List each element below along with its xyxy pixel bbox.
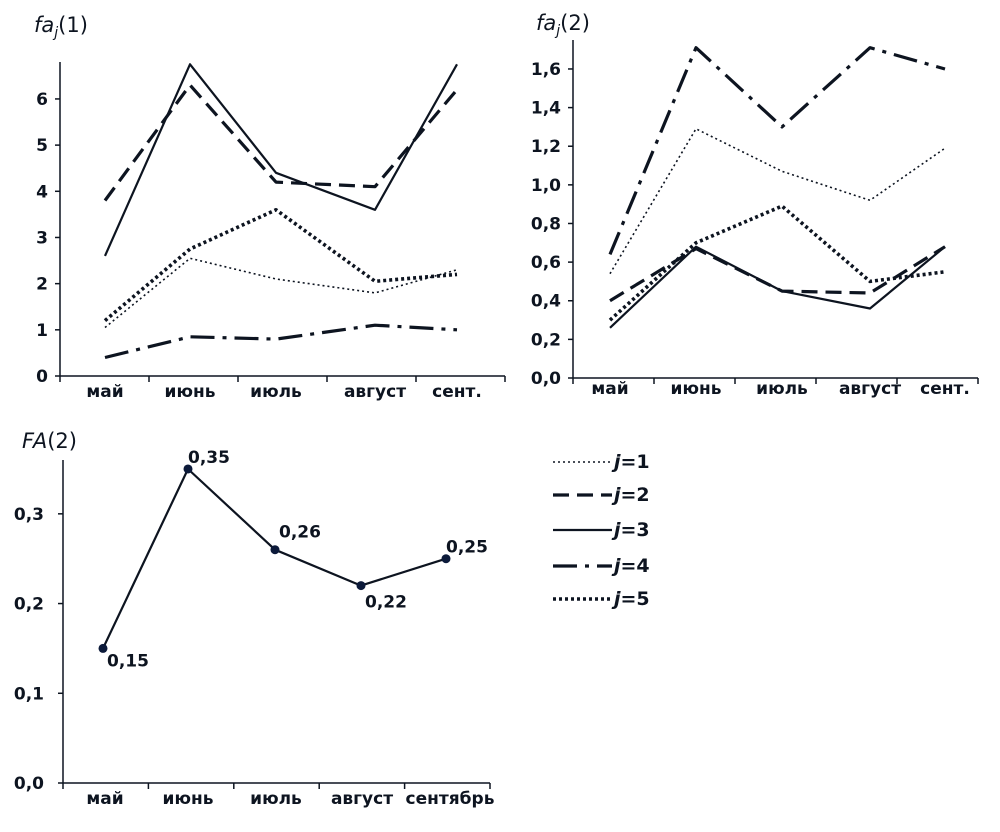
chart3-category-label: сентябрь: [406, 789, 495, 809]
legend-label-j2: j=2: [611, 484, 650, 506]
data-point: [183, 464, 193, 474]
y-tick-label: 3: [36, 228, 48, 248]
series-line-j3: [609, 245, 946, 329]
series-line-j2: [103, 83, 459, 202]
chart2-category-label: сент.: [920, 379, 970, 399]
chart3-category-label: август: [331, 789, 393, 809]
legend-label-j4: j=4: [611, 555, 650, 577]
legend-label-j3: j=3: [611, 519, 650, 541]
chart2-category-label: июнь: [671, 379, 722, 399]
chart1-category-label: июнь: [165, 382, 216, 402]
chart2-category-label: август: [839, 379, 901, 399]
legend-entry: j=5: [553, 588, 650, 610]
data-label: 0,26: [279, 523, 321, 543]
y-tick-label: 0,3: [14, 505, 44, 525]
y-tick-label: 1,4: [531, 99, 561, 119]
chart1-category-label: май: [86, 382, 123, 402]
chart-fa-j-1: faj(1) 0 1 2 3 4 5 6 май июнь июль август сент…: [34, 13, 506, 402]
series-line-FA: [102, 467, 447, 649]
y-tick-label: 4: [36, 182, 48, 202]
data-point: [98, 643, 108, 653]
data-point: [270, 545, 280, 555]
legend-entry: j=4: [553, 555, 650, 577]
series-line-j5: [103, 208, 458, 322]
y-tick-label: 0,2: [14, 595, 44, 615]
y-tick-label: 0,0: [14, 774, 44, 794]
y-tick-label: 0,4: [531, 292, 561, 312]
chart3-category-label: июнь: [163, 789, 214, 809]
chart3-category-label: май: [86, 789, 123, 809]
series-line-j1: [609, 128, 946, 275]
chart1-category-label: август: [344, 382, 406, 402]
y-tick-label: 1,2: [531, 137, 561, 157]
y-tick-label: 0,8: [531, 214, 561, 234]
data-label: 0,15: [107, 651, 149, 671]
chart-FA-2: FA(2) 0,00,10,20,3 0,150,350,260,220,25 …: [14, 429, 495, 809]
y-tick-label: 0,1: [14, 684, 44, 704]
y-tick-label: 0,6: [531, 253, 561, 273]
series-line-j3: [103, 63, 458, 257]
series-line-j4: [104, 323, 458, 360]
chart-fa-j-2: faj(2) 0,0 0,2 0,4 0,6 0,8 1,0 1,2 1,4 1,6 май и…: [531, 11, 979, 399]
series-line-j1: [104, 257, 458, 329]
y-tick-label: 0,0: [531, 369, 561, 389]
data-label: 0,22: [365, 593, 407, 613]
legend: j=1 j=2 j=3 j=4 j=5: [553, 451, 650, 610]
legend-entry: j=1: [553, 451, 650, 473]
legend-entry: j=2: [553, 484, 650, 506]
chart2-title: faj(2): [536, 11, 590, 39]
chart2-category-label: июль: [756, 379, 808, 399]
y-tick-label: 2: [36, 275, 48, 295]
chart3-category-label: июль: [250, 789, 302, 809]
chart1-title: faj(1): [34, 13, 88, 41]
y-tick-label: 1: [36, 321, 48, 341]
chart2-category-label: май: [591, 379, 628, 399]
data-label: 0,35: [188, 448, 230, 468]
data-point: [356, 581, 366, 591]
series-line-j5: [608, 204, 946, 322]
series-line-j4: [608, 46, 946, 256]
data-label: 0,25: [446, 538, 488, 558]
chart1-category-label: июль: [250, 382, 302, 402]
y-tick-label: 0: [36, 367, 48, 387]
y-tick-label: 1,6: [531, 60, 561, 80]
y-tick-label: 6: [36, 90, 48, 110]
legend-entry: j=3: [553, 519, 650, 541]
y-tick-label: 0,2: [531, 330, 561, 350]
legend-label-j1: j=1: [611, 451, 650, 473]
y-tick-label: 5: [36, 136, 48, 156]
chart1-category-label: сент.: [432, 382, 482, 402]
data-point: [441, 554, 451, 564]
y-tick-label: 1,0: [531, 176, 561, 196]
legend-label-j5: j=5: [611, 588, 650, 610]
chart3-title: FA(2): [22, 429, 77, 453]
